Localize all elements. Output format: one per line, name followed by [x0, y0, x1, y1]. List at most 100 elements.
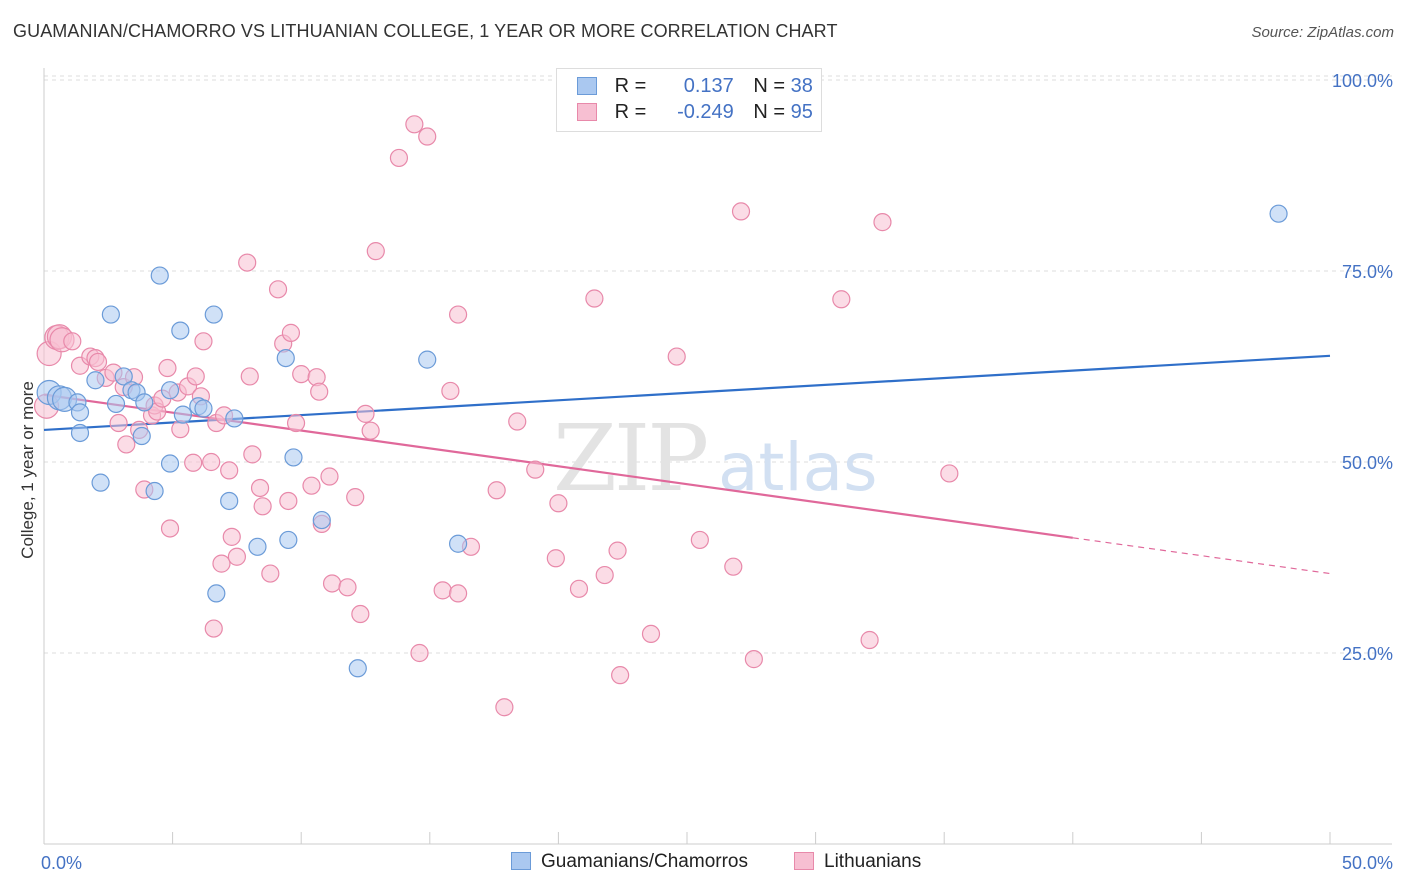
- chart-source: Source: ZipAtlas.com: [1251, 24, 1394, 41]
- y-axis-title: College, 1 year or more: [18, 381, 37, 559]
- data-point-lithuanian: [366, 242, 385, 261]
- data-point-lithuanian: [253, 497, 272, 516]
- data-point-guamanian: [284, 448, 303, 467]
- y-tick-label: 75.0%: [1342, 262, 1393, 282]
- data-point-lithuanian: [487, 481, 506, 500]
- data-point-lithuanian: [243, 445, 262, 464]
- data-point-guamanian: [1269, 204, 1288, 223]
- data-point-lithuanian: [690, 530, 709, 550]
- data-point-guamanian: [276, 348, 295, 368]
- bottom-legend-guamanians: Guamanians/Chamorros: [511, 851, 748, 873]
- legend-r-label: R =: [614, 75, 647, 97]
- data-point-lithuanian: [238, 253, 257, 272]
- bottom-legend-label: Lithuanians: [824, 851, 922, 872]
- legend-swatch-blue: [577, 77, 597, 95]
- correlation-legend: R = 0.137 N = 38 R = -0.249 N = 95: [556, 68, 822, 132]
- legend-swatch-blue: [511, 852, 531, 870]
- data-point-guamanian: [70, 403, 90, 422]
- data-point-lithuanian: [202, 452, 221, 472]
- y-tick-label: 50.0%: [1342, 453, 1393, 473]
- data-point-lithuanian: [418, 127, 437, 146]
- data-point-lithuanian: [731, 202, 751, 221]
- data-point-lithuanian: [320, 467, 339, 486]
- axis-layer: 25.0% 50.0% 75.0% 100.0%: [43, 68, 1393, 845]
- data-point-lithuanian: [595, 565, 614, 585]
- data-point-guamanian: [312, 510, 331, 530]
- trend-line-blue: [43, 354, 1331, 432]
- legend-swatch-pink: [794, 852, 814, 870]
- data-point-guamanian: [91, 473, 110, 492]
- trend-line-extension-pink: [1072, 537, 1331, 575]
- data-point-lithuanian: [268, 280, 288, 299]
- data-point-lithuanian: [286, 413, 306, 433]
- data-point-lithuanian: [63, 332, 82, 351]
- y-tick-label: 100.0%: [1332, 71, 1393, 91]
- data-point-lithuanian: [448, 305, 468, 324]
- data-point-lithuanian: [546, 549, 565, 568]
- data-point-guamanian: [194, 399, 213, 418]
- data-point-lithuanian: [433, 581, 452, 600]
- data-point-lithuanian: [279, 491, 298, 511]
- data-point-lithuanian: [832, 290, 851, 309]
- legend-row-lithuanians: R = -0.249 N = 95: [577, 101, 813, 127]
- data-point-lithuanian: [158, 358, 177, 378]
- data-point-guamanian: [114, 367, 133, 386]
- data-point-guamanian: [160, 454, 180, 473]
- data-point-lithuanian: [405, 115, 424, 134]
- data-point-lithuanian: [389, 148, 409, 168]
- chart-title: GUAMANIAN/CHAMORRO VS LITHUANIAN COLLEGE…: [13, 21, 838, 41]
- data-point-lithuanian: [250, 478, 270, 498]
- data-point-guamanian: [106, 394, 126, 414]
- data-point-guamanian: [173, 405, 192, 424]
- data-point-lithuanian: [88, 352, 108, 372]
- x-tick-label-min: 0.0%: [41, 853, 82, 873]
- data-point-lithuanian: [667, 347, 686, 366]
- data-point-lithuanian: [724, 557, 743, 576]
- data-point-lithuanian: [227, 547, 246, 566]
- legend-n-value: 95: [790, 101, 813, 123]
- data-point-lithuanian: [569, 579, 589, 598]
- legend-swatch-pink: [577, 103, 597, 121]
- data-point-lithuanian: [441, 381, 460, 401]
- data-point-lithuanian: [220, 461, 239, 480]
- legend-n-label: N =: [753, 101, 786, 123]
- data-point-guamanian: [348, 659, 367, 678]
- data-point-lithuanian: [117, 435, 136, 454]
- data-point-lithuanian: [346, 488, 365, 507]
- data-point-lithuanian: [361, 421, 380, 440]
- data-point-lithuanian: [940, 464, 959, 483]
- data-point-guamanian: [132, 426, 151, 446]
- data-point-guamanian: [279, 530, 298, 550]
- data-point-lithuanian: [212, 554, 231, 573]
- data-point-lithuanian: [302, 476, 321, 495]
- data-point-lithuanian: [448, 584, 468, 603]
- data-point-guamanian: [150, 266, 169, 285]
- x-tick-label-max: 50.0%: [1342, 853, 1393, 873]
- data-point-lithuanian: [322, 574, 342, 593]
- data-point-guamanian: [448, 534, 468, 553]
- data-point-lithuanian: [351, 604, 370, 624]
- data-point-lithuanian: [261, 564, 280, 583]
- data-point-lithuanian: [184, 453, 203, 472]
- data-point-guamanian: [418, 350, 437, 369]
- data-point-guamanian: [86, 371, 105, 390]
- data-point-guamanian: [101, 305, 120, 324]
- data-point-lithuanian: [508, 412, 527, 431]
- data-point-lithuanian: [611, 666, 630, 685]
- data-point-guamanian: [207, 584, 226, 603]
- data-point-lithuanian: [186, 367, 205, 386]
- data-point-lithuanian: [194, 332, 213, 351]
- data-point-lithuanian: [495, 698, 514, 717]
- data-point-lithuanian: [240, 367, 259, 386]
- data-point-guamanian: [135, 393, 154, 412]
- legend-row-guamanians: R = 0.137 N = 38: [577, 75, 813, 101]
- watermark-atlas: atlas: [718, 429, 878, 506]
- data-point-lithuanian: [641, 624, 661, 644]
- data-point-lithuanian: [585, 289, 604, 308]
- legend-n-value: 38: [790, 75, 813, 97]
- data-point-lithuanian: [281, 323, 301, 342]
- watermark: ZIP atlas: [553, 405, 878, 512]
- data-point-lithuanian: [873, 213, 892, 232]
- data-point-guamanian: [171, 321, 190, 340]
